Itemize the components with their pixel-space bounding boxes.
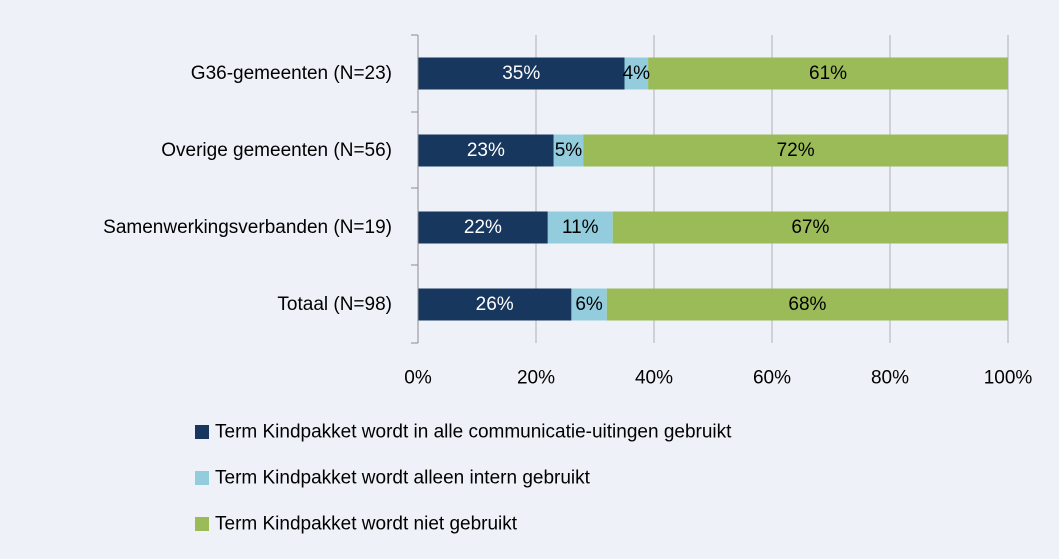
bar-segment [571,288,607,321]
bar-segment [606,288,1008,321]
legend-swatch [195,425,209,439]
data-label: 35% [502,63,540,84]
legend-label: Term Kindpakket wordt niet gebruikt [215,514,518,535]
data-label: 26% [476,294,514,315]
data-label: 23% [467,140,505,161]
labels: 0% 20% 40% 60% 80% 100% G36-gemeenten (N=23) 35… [103,63,1032,389]
category-label: Overige gemeenten (N=56) [161,140,392,161]
legend-label: Term Kindpakket wordt in alle communicat… [215,422,732,443]
legend: Term Kindpakket wordt in alle communicat… [195,422,732,535]
legend-swatch [195,517,209,531]
x-tick-label: 40% [635,368,673,389]
bar-segment [418,288,572,321]
category-label: Samenwerkingsverbanden (N=19) [103,217,392,238]
data-label: 6% [575,294,603,315]
x-tick-label: 100% [984,368,1033,389]
bar-segment [418,211,548,244]
bars [418,57,1008,321]
bar-segment [553,134,584,167]
category-label: Totaal (N=98) [277,294,392,315]
category-label: G36-gemeenten (N=23) [191,63,392,84]
x-tick-label: 20% [517,368,555,389]
data-label: 4% [623,63,651,84]
data-label: 5% [555,140,583,161]
data-label: 11% [562,217,599,238]
legend-label: Term Kindpakket wordt alleen intern gebr… [215,468,591,489]
bar-segment [648,57,1008,90]
x-tick-label: 0% [404,368,432,389]
data-label: 72% [777,140,815,161]
bar-segment [418,134,554,167]
data-label: 61% [809,63,847,84]
bar-segment [624,57,649,90]
data-label: 67% [791,217,829,238]
data-label: 68% [788,294,826,315]
x-tick-label: 80% [871,368,909,389]
bar-segment [583,134,1008,167]
bar-segment [547,211,613,244]
bar-segment [418,57,625,90]
data-label: 22% [464,217,502,238]
x-tick-label: 60% [753,368,791,389]
bar-segment [612,211,1008,244]
legend-swatch [195,471,209,485]
